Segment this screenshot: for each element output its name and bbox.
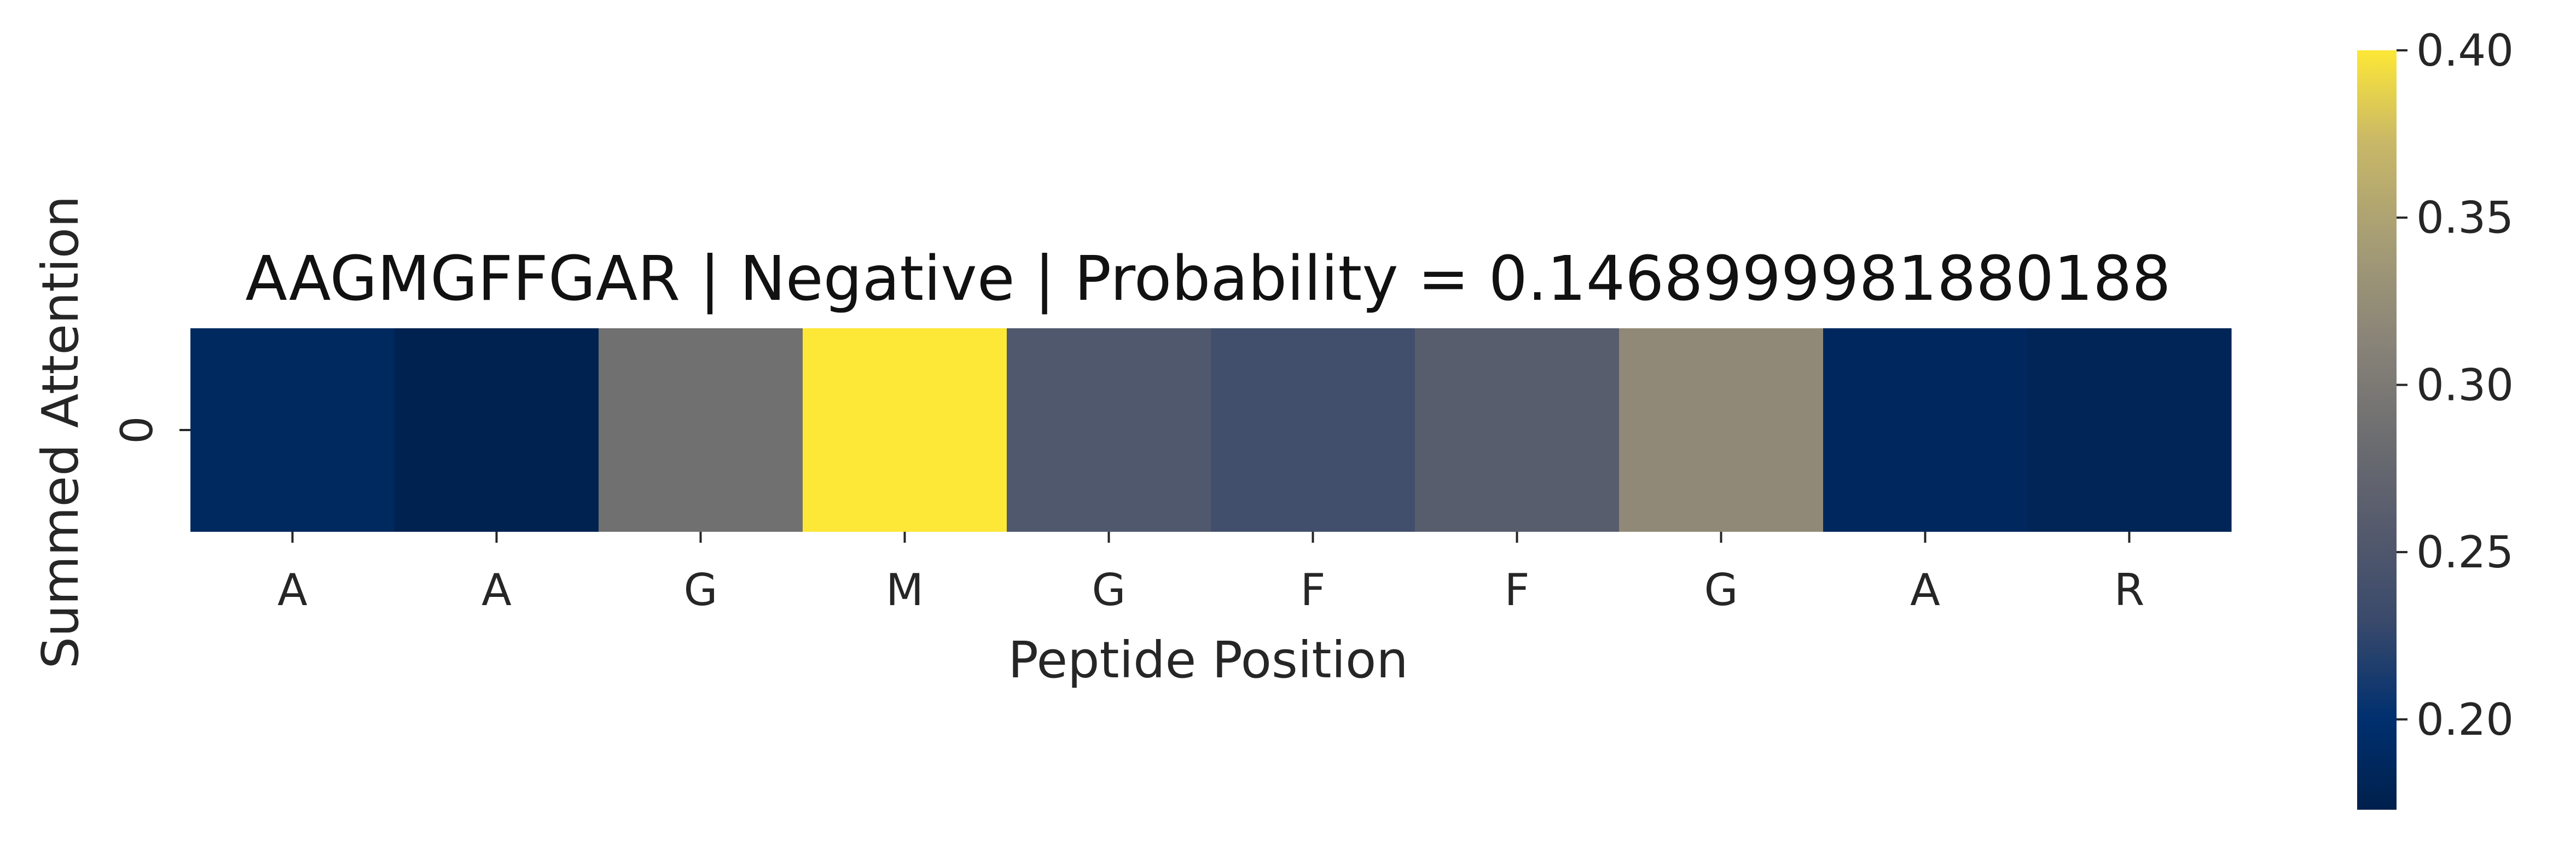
heatmap-cells xyxy=(190,328,2232,532)
heatmap-cell xyxy=(394,328,599,532)
colorbar xyxy=(2357,50,2397,810)
heatmap-cell xyxy=(1415,328,1620,532)
heatmap-cell xyxy=(2027,328,2232,532)
colorbar-tick-label: 0.25 xyxy=(2416,527,2514,578)
x-tick-label: R xyxy=(2114,565,2145,615)
x-tick-label: A xyxy=(277,565,308,615)
x-tick-label: F xyxy=(1504,565,1529,615)
chart-title: AAGMGFFGAR | Negative | Probability = 0.… xyxy=(245,243,2171,315)
x-tick-label: G xyxy=(1092,565,1126,615)
y-tick-label: 0 xyxy=(112,416,163,444)
heatmap-cell xyxy=(1823,328,2028,532)
colorbar-tick-label: 0.35 xyxy=(2416,193,2514,243)
heatmap-cell xyxy=(1211,328,1415,532)
colorbar-ticks: 0.20 0.25 0.30 0.35 0.40 xyxy=(2397,25,2514,745)
x-axis-label: Peptide Position xyxy=(1008,631,1408,689)
heatmap-cell xyxy=(803,328,1007,532)
x-tick-label: F xyxy=(1300,565,1325,615)
heatmap-cell xyxy=(1007,328,1211,532)
heatmap-cell xyxy=(190,328,395,532)
y-axis-label: Summed Attention xyxy=(31,196,90,669)
colorbar-tick-label: 0.20 xyxy=(2416,694,2514,745)
colorbar-tick-label: 0.40 xyxy=(2416,25,2514,76)
x-tick-label: M xyxy=(886,565,924,615)
x-tick-label: A xyxy=(1910,565,1940,615)
x-tick-label: G xyxy=(1704,565,1738,615)
heatmap-cell xyxy=(599,328,803,532)
y-axis-ticks: 0 xyxy=(112,416,190,444)
x-tick-label: G xyxy=(684,565,718,615)
x-tick-label: A xyxy=(481,565,512,615)
colorbar-tick-label: 0.30 xyxy=(2416,359,2514,410)
heatmap-cell xyxy=(1619,328,1824,532)
